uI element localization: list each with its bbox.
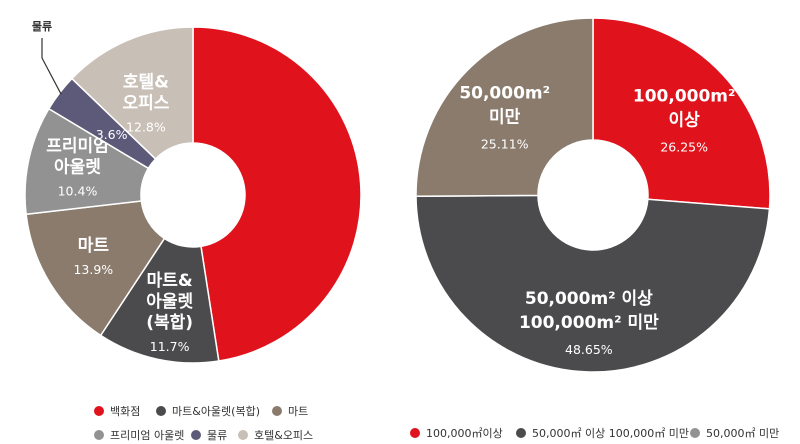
legend-label: 마트	[288, 405, 309, 418]
data-label: 3.6%	[96, 127, 128, 142]
slice-label: 호텔&	[123, 73, 169, 93]
data-label: 13.9%	[73, 262, 113, 277]
slice-label: (복합)	[146, 312, 193, 333]
legend-label: 물류	[207, 429, 228, 442]
data-label: 26.25%	[660, 139, 708, 154]
legend-item: 프리미엄 아울렛	[94, 427, 184, 443]
slice-label: 프리미엄	[46, 137, 109, 157]
data-label: 48.65%	[565, 342, 613, 357]
pie-slice-dept	[192, 26, 362, 362]
data-label: 11.7%	[150, 339, 190, 354]
legend-swatch	[94, 430, 104, 440]
slice-label: 100,000m² 미만	[519, 313, 659, 333]
pie-slice-50to100k	[415, 194, 771, 373]
pie-slice-gt100k	[592, 17, 771, 210]
slice-label: 마트	[78, 236, 110, 256]
legend-label: 프리미엄 아울렛	[110, 429, 185, 442]
legend-swatch	[191, 430, 201, 440]
data-label: 47.5%	[0, 0, 20, 3]
slice-label: 50,000m² 이상	[525, 289, 653, 309]
slice-label: 이상	[669, 110, 701, 130]
donut-chart-floor-area: 100,000m² 이상 26.25% 50,000m² 이상 100,000m² 미만…	[415, 17, 771, 373]
slice-label: 아울렛	[146, 292, 193, 312]
slice-label: 마트&	[147, 271, 193, 291]
slice-label: 50,000m²	[459, 83, 550, 103]
donut-chart-store-type: 백화점47.5%마트&아울렛(복합)11.7%마트13.9%프리미엄아울렛10.…	[0, 0, 362, 364]
legend-swatch	[94, 406, 104, 416]
pie-slice-mart_outlet	[99, 237, 220, 364]
legend-item: 마트&아울렛(복합)	[156, 403, 260, 419]
slice-label: 미만	[489, 107, 521, 127]
legend-label: 마트&아울렛(복합)	[172, 405, 261, 418]
legend-label: 백화점	[110, 405, 141, 418]
legend-swatch	[156, 406, 166, 416]
pie-slice-lt50k	[415, 17, 594, 197]
data-label: 12.8%	[126, 120, 166, 135]
legend-item: 마트	[272, 403, 308, 419]
legend-swatch	[238, 430, 248, 440]
legend-swatch	[272, 406, 282, 416]
slice-label: 아울렛	[54, 158, 101, 178]
pie-slice-mart	[25, 200, 166, 337]
legend-item: 물류	[191, 427, 227, 443]
data-label: 25.11%	[481, 136, 529, 151]
legend-item: 호텔&오피스	[238, 427, 313, 443]
pie-slice-hotel	[70, 26, 194, 161]
slice-label: 100,000m²	[633, 86, 736, 106]
pie-slice-premium	[24, 107, 150, 216]
callout-line	[41, 38, 62, 95]
legend-label: 호텔&오피스	[254, 429, 314, 442]
slice-label: 오피스	[122, 94, 169, 114]
legend-item: 백화점	[94, 403, 140, 419]
data-label: 10.4%	[58, 184, 98, 199]
callout-label: 물류	[32, 20, 52, 33]
slice-label: 백화점	[0, 0, 23, 5]
